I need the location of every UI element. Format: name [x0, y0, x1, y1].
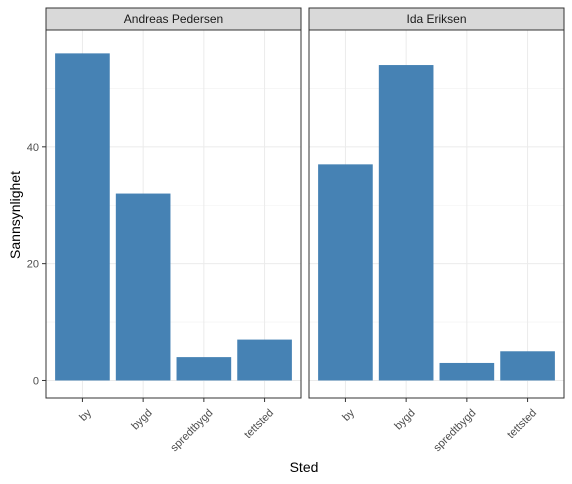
bar	[176, 357, 232, 381]
panel-border	[45, 29, 302, 399]
facet-strip-label: Ida Eriksen	[406, 12, 466, 26]
facet-strip-label: Andreas Pedersen	[124, 12, 223, 26]
y-axis-title: Sannsynlighet	[7, 171, 23, 259]
bar	[500, 351, 555, 381]
x-tick-label: spredtbygd	[168, 407, 215, 454]
bar	[115, 193, 171, 381]
panel-border	[308, 29, 565, 399]
y-tick-label: 40	[27, 142, 39, 154]
bar	[318, 164, 373, 381]
y-tick-label: 0	[33, 375, 39, 387]
facet-panels: Andreas Pedersen by bygd spredtbygd tettsted…	[45, 7, 565, 454]
x-tick-label: bygd	[392, 407, 417, 432]
x-tick-label: bygd	[129, 407, 154, 432]
y-tick-labels: 0 20 40	[27, 142, 46, 387]
x-tick-label: by	[77, 407, 94, 424]
y-axis: 0 20 40	[27, 142, 46, 387]
x-tick-label: tettsted	[242, 407, 276, 441]
y-tick-label: 20	[27, 259, 39, 271]
facet-panel: Andreas Pedersen by bygd spredtbygd tettsted	[45, 7, 302, 454]
bar	[237, 339, 292, 381]
bar	[55, 53, 110, 381]
x-tick-label: tettsted	[505, 407, 539, 441]
x-tick-label: spredtbygd	[431, 407, 478, 454]
facet-panel: Ida Eriksen by bygd spredtbygd tettsted	[308, 7, 565, 454]
bar	[378, 65, 434, 381]
x-axis-title: Sted	[290, 459, 319, 475]
bar	[439, 362, 495, 381]
x-tick-label: by	[340, 407, 357, 424]
